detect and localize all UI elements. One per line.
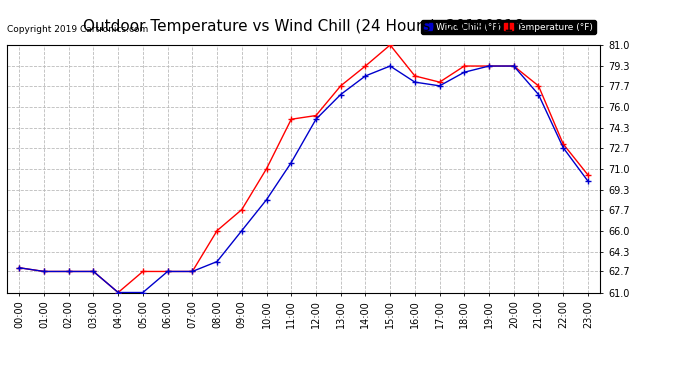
- Text: Outdoor Temperature vs Wind Chill (24 Hours)  20190816: Outdoor Temperature vs Wind Chill (24 Ho…: [83, 19, 524, 34]
- Legend: Wind Chill (°F), Temperature (°F): Wind Chill (°F), Temperature (°F): [422, 20, 595, 34]
- Text: Copyright 2019 Cartronics.com: Copyright 2019 Cartronics.com: [7, 25, 148, 34]
